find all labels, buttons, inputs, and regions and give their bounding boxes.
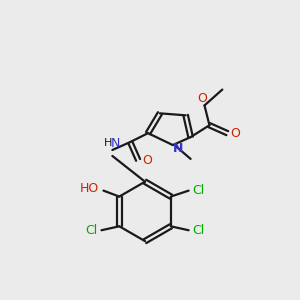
Text: N: N xyxy=(172,142,183,154)
Text: HO: HO xyxy=(80,182,99,195)
Text: N: N xyxy=(111,136,120,150)
Text: O: O xyxy=(142,154,152,167)
Text: H: H xyxy=(104,138,112,148)
Text: O: O xyxy=(230,127,240,140)
Text: Cl: Cl xyxy=(192,184,205,197)
Text: Cl: Cl xyxy=(85,224,98,237)
Text: O: O xyxy=(198,92,207,105)
Text: Cl: Cl xyxy=(192,224,205,237)
